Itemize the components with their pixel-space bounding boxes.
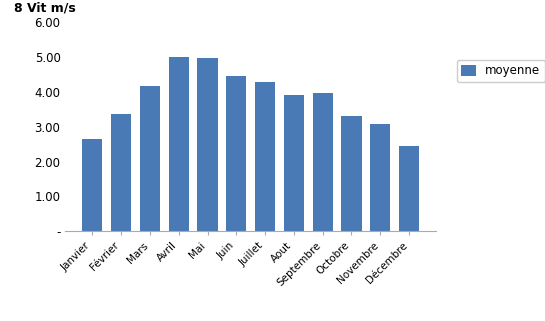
- Bar: [341, 116, 361, 231]
- Bar: [82, 139, 102, 231]
- Bar: [313, 93, 333, 231]
- Bar: [284, 95, 304, 231]
- Bar: [168, 57, 189, 231]
- Bar: [140, 86, 160, 231]
- Bar: [370, 124, 390, 231]
- Bar: [197, 58, 217, 231]
- Bar: [399, 145, 419, 231]
- Legend: moyenne: moyenne: [457, 60, 545, 82]
- Bar: [255, 82, 275, 231]
- Bar: [226, 76, 246, 231]
- Bar: [111, 114, 131, 231]
- Text: 8 Vit m/s: 8 Vit m/s: [14, 1, 75, 14]
